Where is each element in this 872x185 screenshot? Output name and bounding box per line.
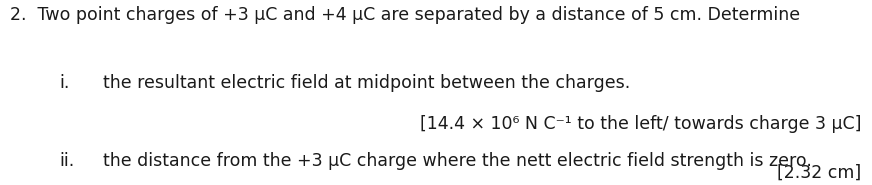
Text: the resultant electric field at midpoint between the charges.: the resultant electric field at midpoint… — [103, 74, 630, 92]
Text: [2.32 cm]: [2.32 cm] — [777, 163, 862, 181]
Text: [14.4 × 10⁶ N C⁻¹ to the left/ towards charge 3 μC]: [14.4 × 10⁶ N C⁻¹ to the left/ towards c… — [420, 115, 862, 133]
Text: the distance from the +3 μC charge where the nett electric field strength is zer: the distance from the +3 μC charge where… — [103, 152, 812, 170]
Text: ii.: ii. — [59, 152, 74, 170]
Text: 2.  Two point charges of +3 μC and +4 μC are separated by a distance of 5 cm. De: 2. Two point charges of +3 μC and +4 μC … — [10, 6, 800, 23]
Text: i.: i. — [59, 74, 70, 92]
